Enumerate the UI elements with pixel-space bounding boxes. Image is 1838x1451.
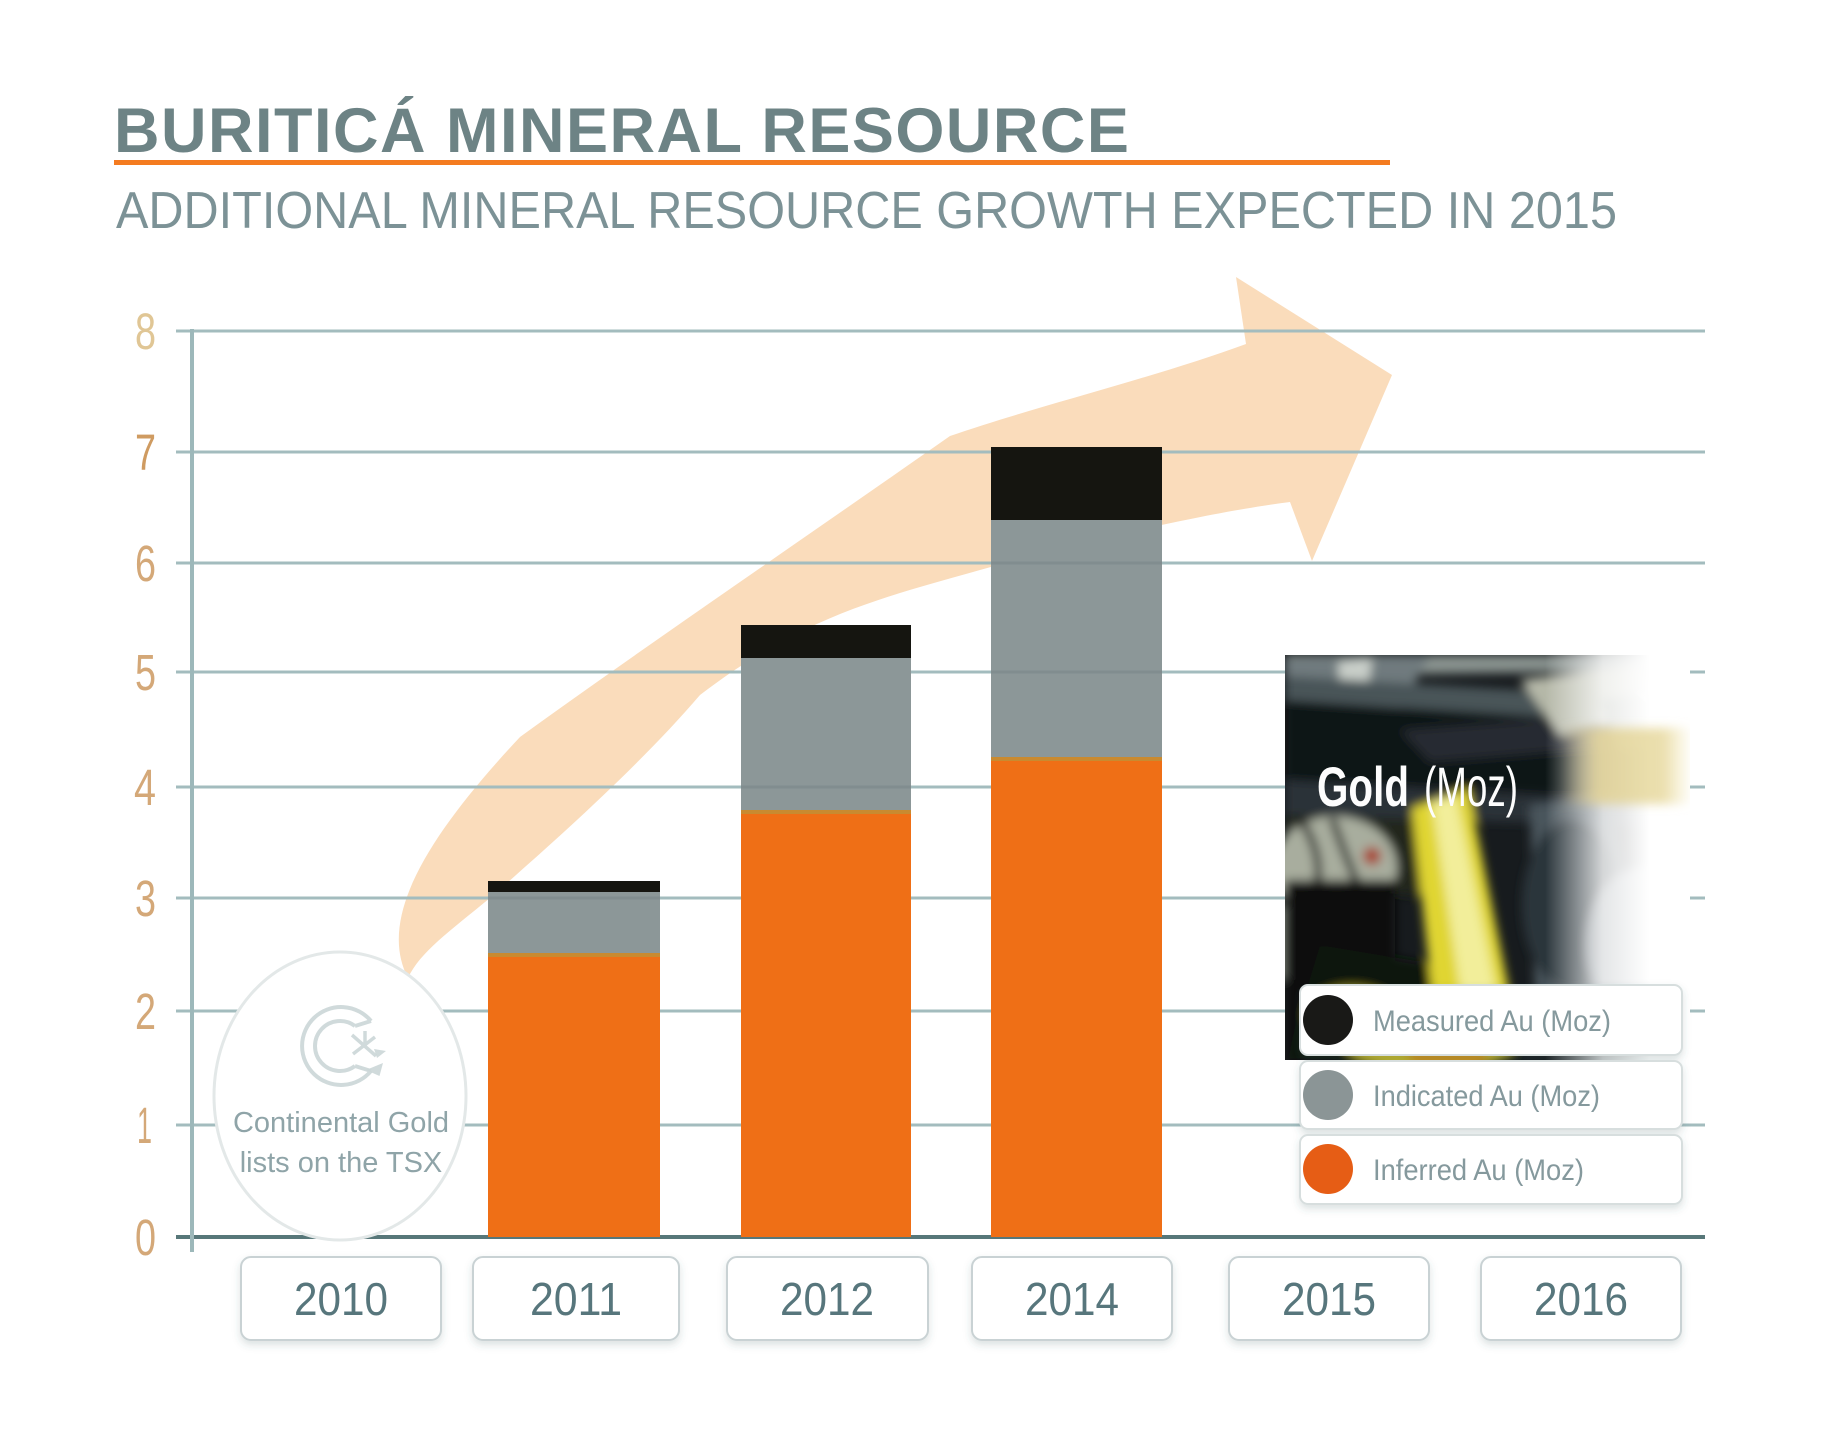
svg-text:4: 4 [134, 759, 156, 816]
svg-text:0: 0 [135, 1209, 156, 1266]
svg-text:5: 5 [135, 644, 156, 701]
svg-text:(Moz): (Moz) [1424, 755, 1518, 818]
svg-text:2014: 2014 [1025, 1273, 1119, 1325]
svg-text:8: 8 [135, 303, 156, 360]
svg-text:7: 7 [135, 424, 156, 481]
svg-text:BURITICÁ MINERAL RESOURCE: BURITICÁ MINERAL RESOURCE [114, 96, 1130, 166]
svg-text:Gold: Gold [1317, 755, 1409, 818]
svg-text:6: 6 [135, 535, 156, 592]
svg-text:3: 3 [135, 870, 156, 927]
svg-text:Measured Au (Moz): Measured Au (Moz) [1373, 1005, 1611, 1038]
svg-text:Continental Gold: Continental Gold [233, 1107, 449, 1139]
svg-text:2010: 2010 [294, 1273, 388, 1325]
svg-text:2016: 2016 [1534, 1273, 1628, 1325]
svg-text:Inferred Au (Moz): Inferred Au (Moz) [1373, 1154, 1584, 1187]
svg-text:1: 1 [137, 1097, 152, 1154]
svg-text:2011: 2011 [530, 1273, 622, 1325]
svg-text:2015: 2015 [1282, 1273, 1376, 1325]
svg-text:2012: 2012 [780, 1273, 874, 1325]
svg-text:Indicated Au (Moz): Indicated Au (Moz) [1373, 1080, 1600, 1113]
svg-text:ADDITIONAL MINERAL RESOURCE GR: ADDITIONAL MINERAL RESOURCE GROWTH EXPEC… [116, 182, 1617, 240]
svg-text:lists on the TSX: lists on the TSX [240, 1147, 443, 1179]
svg-text:2: 2 [135, 983, 156, 1040]
